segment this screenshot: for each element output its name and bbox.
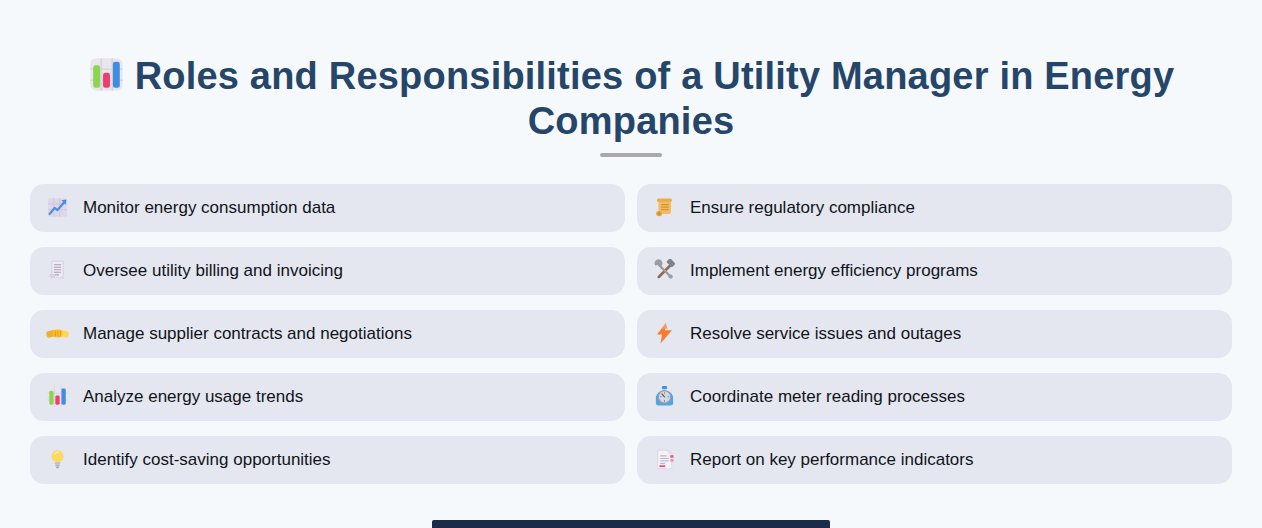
bar-chart-icon xyxy=(46,385,69,408)
light-bulb-icon xyxy=(46,448,69,471)
list-item-label: Resolve service issues and outages xyxy=(690,324,961,344)
home-indicator-bar xyxy=(432,520,830,528)
page-title-text: Roles and Responsibilities of a Utility … xyxy=(135,55,1175,142)
header: Roles and Responsibilities of a Utility … xyxy=(0,0,1262,157)
list-item: Oversee utility billing and invoicing xyxy=(30,247,625,295)
high-voltage-icon xyxy=(653,322,676,345)
list-item-label: Monitor energy consumption data xyxy=(83,198,335,218)
list-item: Manage supplier contracts and negotiatio… xyxy=(30,310,625,358)
list-item-label: Implement energy efficiency programs xyxy=(690,261,978,281)
list-item-label: Identify cost-saving opportunities xyxy=(83,450,331,470)
list-item-label: Report on key performance indicators xyxy=(690,450,973,470)
page-title: Roles and Responsibilities of a Utility … xyxy=(61,54,1201,144)
right-column: Ensure regulatory compliance Implement e… xyxy=(637,184,1232,484)
list-item: Analyze energy usage trends xyxy=(30,373,625,421)
list-item-label: Oversee utility billing and invoicing xyxy=(83,261,343,281)
list-item-label: Analyze energy usage trends xyxy=(83,387,303,407)
receipt-icon xyxy=(46,259,69,282)
list-item: Report on key performance indicators xyxy=(637,436,1232,484)
bookmark-tabs-icon xyxy=(653,448,676,471)
left-column: Monitor energy consumption data Oversee … xyxy=(30,184,625,484)
scroll-icon xyxy=(653,196,676,219)
list-item: Identify cost-saving opportunities xyxy=(30,436,625,484)
list-item-label: Coordinate meter reading processes xyxy=(690,387,965,407)
list-item: Implement energy efficiency programs xyxy=(637,247,1232,295)
list-item: Monitor energy consumption data xyxy=(30,184,625,232)
chart-increasing-icon xyxy=(46,196,69,219)
list-item: Ensure regulatory compliance xyxy=(637,184,1232,232)
list-item-label: Ensure regulatory compliance xyxy=(690,198,915,218)
list-item: Resolve service issues and outages xyxy=(637,310,1232,358)
handshake-icon xyxy=(46,322,69,345)
list-item: Coordinate meter reading processes xyxy=(637,373,1232,421)
title-underline xyxy=(600,153,662,157)
list-item-label: Manage supplier contracts and negotiatio… xyxy=(83,324,412,344)
bar-chart-icon xyxy=(88,56,125,93)
hammer-and-wrench-icon xyxy=(653,259,676,282)
responsibilities-grid: Monitor energy consumption data Oversee … xyxy=(30,184,1232,484)
timer-clock-icon xyxy=(653,385,676,408)
